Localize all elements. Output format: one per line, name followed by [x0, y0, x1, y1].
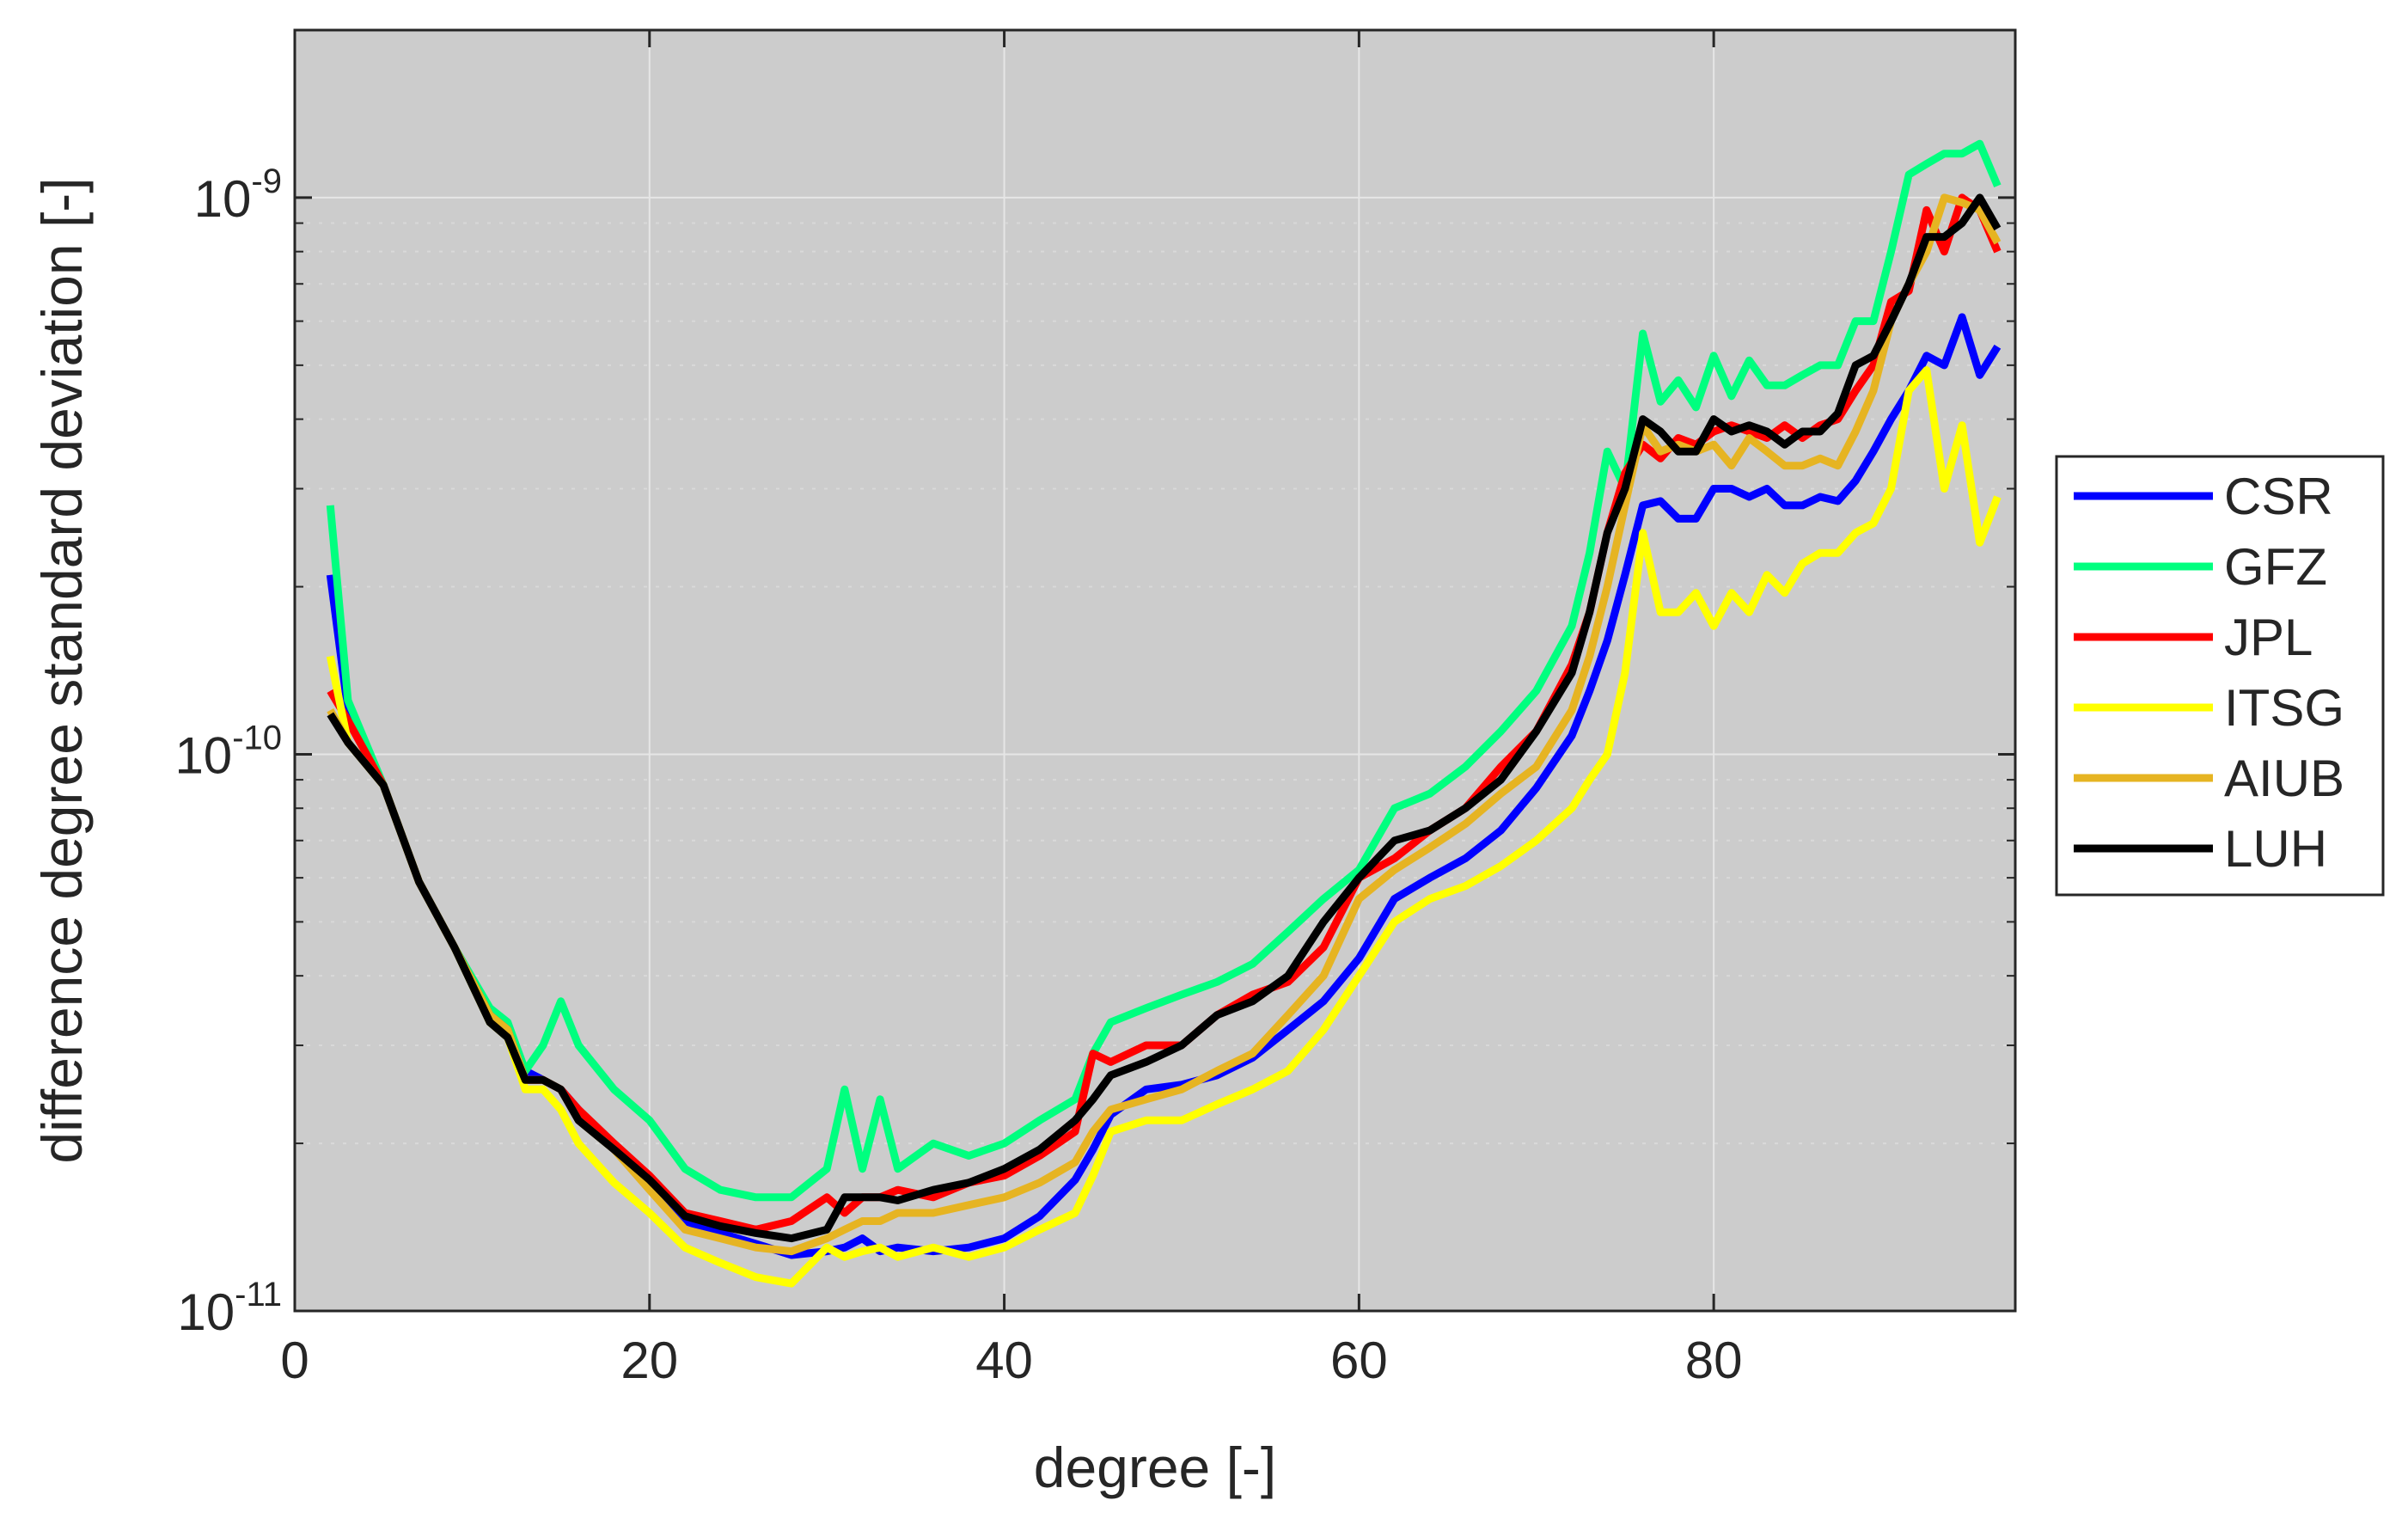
legend: CSR GFZ JPL ITSG AIUB LUH: [2055, 455, 2385, 897]
x-tick-label: 80: [1685, 1332, 1743, 1389]
legend-label-jpl: JPL: [2224, 609, 2313, 666]
y-tick-label: 10-10: [174, 719, 282, 784]
y-tick-label: 10-11: [177, 1276, 282, 1341]
legend-box: [2055, 455, 2385, 897]
x-tick-label: 60: [1330, 1332, 1388, 1389]
y-tick-labels: 10-11 10-10 10-9: [174, 162, 282, 1341]
plot-area-frame: [293, 28, 2017, 1313]
x-tick-label: 0: [280, 1332, 309, 1389]
y-axis-label: difference degree standard deviation [-]: [30, 177, 94, 1163]
legend-label-aiub: AIUB: [2224, 750, 2344, 807]
x-axis-label: degree [-]: [1034, 1436, 1277, 1499]
series-lines: [326, 139, 2002, 1288]
x-tick-labels: 0 20 40 60 80: [280, 1332, 1742, 1389]
series-line-gfz: [326, 139, 2002, 1202]
series-line-luh: [327, 193, 2002, 1243]
legend-label-gfz: GFZ: [2224, 538, 2327, 596]
legend-label-itsg: ITSG: [2224, 679, 2344, 737]
x-tick-label: 20: [620, 1332, 678, 1389]
x-tick-label: 40: [975, 1332, 1033, 1389]
axis-ticks: [293, 29, 2015, 1313]
series-line-itsg: [326, 366, 2002, 1288]
legend-label-luh: LUH: [2224, 820, 2327, 878]
y-tick-label: 10-9: [194, 162, 282, 228]
legend-label-csr: CSR: [2224, 468, 2333, 525]
